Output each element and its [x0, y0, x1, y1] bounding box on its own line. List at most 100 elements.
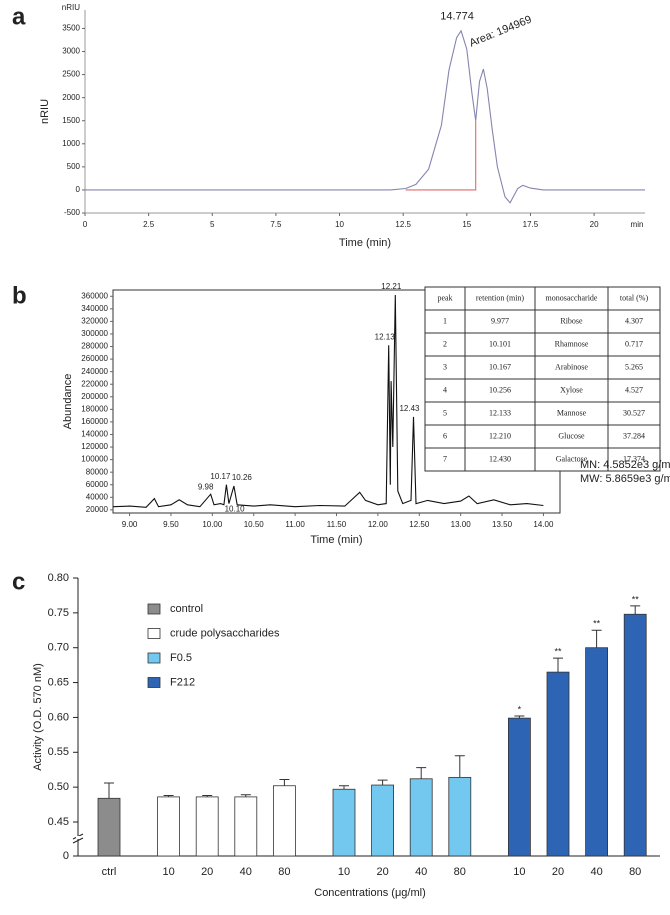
- bar: [448, 776, 472, 857]
- y-tick-label: 0.55: [48, 746, 69, 758]
- x-tick-label: 0: [83, 220, 88, 229]
- x-tick-label: 15: [462, 220, 471, 229]
- significance: *: [518, 704, 522, 714]
- peak-label: 10.17: [210, 472, 231, 481]
- bar: [97, 797, 121, 857]
- error-bar: [104, 782, 114, 799]
- table-cell: Galactose: [556, 454, 588, 463]
- table-cell: 4.307: [625, 316, 643, 325]
- bar: [409, 778, 433, 857]
- table-cell: 10.101: [489, 339, 511, 348]
- y-tick-label: 3000: [62, 47, 80, 56]
- y-tick-label: 2000: [62, 93, 80, 102]
- peak-label: 10.26: [232, 473, 253, 482]
- x-tick-label: 14.00: [533, 520, 554, 529]
- error-bar: [202, 795, 213, 797]
- legend-swatch: [147, 603, 161, 615]
- y-tick-label: 220000: [81, 379, 108, 388]
- table-cell: monosaccharide: [546, 293, 598, 302]
- y-unit-label: nRIU: [62, 3, 80, 12]
- table-cell: 4: [443, 385, 447, 394]
- y-axis-title: Abundance: [62, 374, 74, 430]
- error-bar: [591, 629, 602, 648]
- note: MN: 4.5852e3 g/mol: [580, 459, 670, 471]
- x-tick-label: 20: [201, 866, 213, 878]
- bar: [546, 671, 570, 857]
- x-tick-label: 2.5: [143, 220, 155, 229]
- bar: [585, 647, 608, 857]
- x-tick-label: 10.50: [244, 520, 265, 529]
- x-tick-label: 5: [210, 220, 215, 229]
- legend-swatch: [147, 677, 161, 688]
- x-tick-label: 17.5: [523, 220, 539, 229]
- x-tick-label: 40: [240, 866, 252, 878]
- table-cell: 3: [443, 362, 447, 371]
- trace: [112, 294, 544, 508]
- x-tick-label: 13.50: [492, 520, 513, 529]
- table-cell: Arabinose: [555, 362, 588, 371]
- y-tick-label: 1500: [62, 116, 80, 125]
- error-bar: [377, 779, 388, 786]
- table-cell: 10.256: [489, 385, 511, 394]
- bar: [272, 785, 296, 857]
- y-tick-label: 0.45: [48, 816, 69, 828]
- table-cell: 4.527: [625, 385, 643, 394]
- x-tick-label: 10.00: [202, 520, 223, 529]
- y-tick-label: 0.65: [48, 676, 69, 688]
- y-tick-label: 240000: [81, 367, 108, 376]
- peak-label: 10.10: [225, 505, 246, 514]
- y-tick-label: 100000: [81, 455, 108, 464]
- error-bar: [339, 785, 349, 790]
- panel-label: b: [12, 282, 27, 309]
- x-tick-label: ctrl: [102, 866, 117, 878]
- y-tick-label: 0: [63, 850, 69, 862]
- x-tick-label: 40: [590, 866, 602, 878]
- y-tick-label: 2500: [62, 70, 80, 79]
- table-cell: Xylose: [560, 385, 583, 394]
- table-cell: 0.717: [625, 339, 643, 348]
- y-axis-title: nRIU: [39, 99, 51, 124]
- legend-label: control: [170, 603, 203, 615]
- y-tick-label: 0.80: [48, 572, 69, 584]
- error-bar: [163, 795, 174, 797]
- y-tick-label: 20000: [86, 505, 109, 514]
- error-bar: [553, 657, 563, 673]
- bar: [507, 717, 531, 857]
- table-cell: total (%): [620, 293, 649, 302]
- error-bar: [514, 715, 525, 719]
- bar: [157, 796, 181, 857]
- x-unit-label: min: [631, 220, 644, 229]
- y-tick-label: 0: [76, 185, 81, 194]
- x-tick-label: 12.50: [409, 520, 430, 529]
- legend-label: F0.5: [170, 652, 192, 664]
- table-cell: peak: [437, 293, 452, 302]
- x-tick-label: 11.50: [327, 520, 347, 529]
- table-cell: Glucose: [558, 431, 585, 440]
- peak-label: 14.774: [440, 11, 474, 23]
- x-tick-label: 7.5: [270, 220, 282, 229]
- y-tick-label: 260000: [81, 354, 108, 363]
- note: MW: 5.8659e3 g/mol: [580, 473, 670, 485]
- y-tick-label: 360000: [81, 291, 108, 300]
- x-tick-label: 12.5: [395, 220, 411, 229]
- table-cell: retention (min): [476, 293, 525, 302]
- legend-label: crude polysaccharides: [170, 627, 280, 639]
- x-tick-label: 10: [513, 866, 525, 878]
- table-cell: 1: [443, 316, 447, 325]
- y-tick-label: 340000: [81, 304, 108, 313]
- bar: [623, 613, 647, 857]
- legend-swatch: [147, 652, 161, 664]
- trace: [85, 29, 645, 204]
- x-tick-label: 9.50: [163, 520, 179, 529]
- peak-label: 12.43: [399, 404, 420, 413]
- y-tick-label: 180000: [81, 404, 108, 413]
- table-cell: 2: [443, 339, 447, 348]
- bar: [332, 788, 356, 857]
- y-tick-label: 0.60: [48, 711, 69, 723]
- significance: **: [593, 619, 601, 629]
- x-axis-title: Time (min): [310, 534, 362, 546]
- y-axis-title: Activity (O.D. 570 nM): [32, 663, 44, 771]
- y-tick-label: 0.75: [48, 607, 69, 619]
- axis-break-gap: [76, 836, 80, 839]
